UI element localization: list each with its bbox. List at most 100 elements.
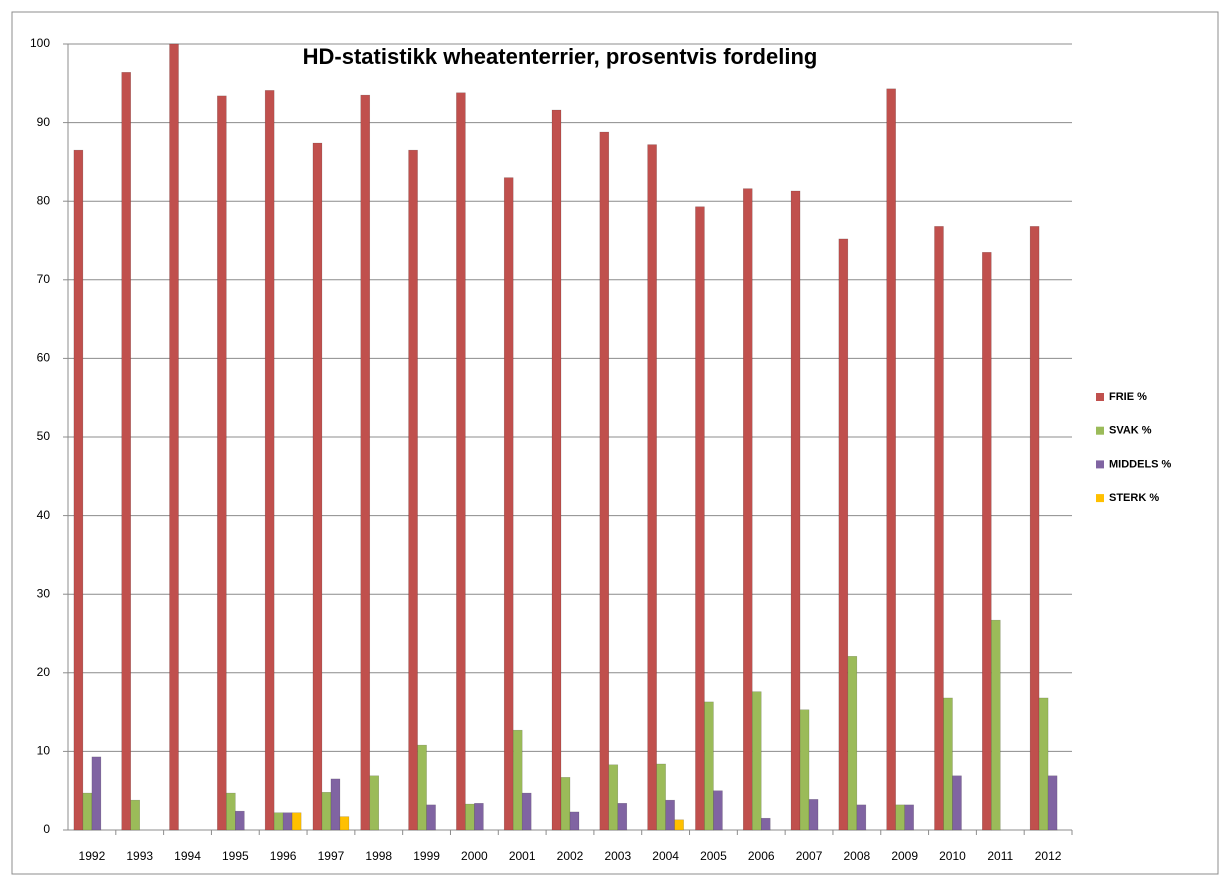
bar: [647, 144, 657, 831]
bar: [713, 790, 723, 831]
bar: [656, 763, 666, 831]
y-tick-label: 100: [30, 36, 50, 50]
bar: [360, 94, 371, 831]
bar: [799, 709, 810, 831]
bar: [426, 804, 436, 831]
y-tick-label: 60: [37, 351, 51, 365]
x-tick-label: 1993: [126, 849, 153, 863]
y-tick-label: 30: [37, 586, 51, 600]
bar: [551, 109, 562, 831]
bar: [456, 92, 466, 831]
bar: [512, 729, 523, 831]
bar: [760, 817, 771, 831]
bar: [521, 792, 532, 831]
bar: [1047, 775, 1058, 831]
x-tick-label: 1998: [365, 849, 392, 863]
y-tick-label: 10: [37, 744, 51, 758]
x-tick-label: 2000: [461, 849, 488, 863]
x-tick-label: 1994: [174, 849, 201, 863]
x-tick-label: 1999: [413, 849, 440, 863]
bar: [282, 812, 293, 831]
legend-swatch: [1096, 460, 1104, 469]
y-tick-label: 0: [43, 822, 50, 836]
x-tick-label: 2004: [652, 849, 679, 863]
x-tick-label: 2010: [939, 849, 966, 863]
x-tick-label: 2001: [509, 849, 536, 863]
x-tick-label: 1992: [79, 849, 106, 863]
bar: [695, 206, 705, 831]
y-tick-label: 90: [37, 115, 51, 129]
x-tick-label: 1995: [222, 849, 249, 863]
x-tick-label: 2007: [796, 849, 823, 863]
bar: [330, 778, 341, 831]
y-tick-label: 50: [37, 429, 51, 443]
bar: [751, 691, 762, 831]
y-tick-label: 80: [37, 193, 51, 207]
bar: [465, 803, 475, 831]
bar: [235, 810, 245, 831]
bar: [790, 190, 801, 831]
bar: [952, 775, 962, 831]
legend-swatch: [1096, 494, 1104, 503]
bar: [982, 252, 992, 831]
bar: [569, 811, 580, 831]
legend-label: FRIE %: [1109, 391, 1147, 403]
bar: [886, 88, 896, 831]
y-tick-label: 20: [37, 665, 51, 679]
bar: [934, 226, 944, 831]
bar: [704, 701, 714, 831]
bar: [1038, 697, 1049, 831]
x-tick-label: 2006: [748, 849, 775, 863]
bar: [321, 792, 332, 831]
x-tick-label: 2002: [557, 849, 584, 863]
bar: [369, 775, 380, 831]
bar: [264, 90, 275, 831]
legend-label: MIDDELS %: [1109, 458, 1172, 470]
x-tick-label: 2011: [987, 849, 1013, 863]
bar: [417, 744, 427, 831]
bar: [847, 656, 858, 831]
chart-frame: [11, 11, 1219, 875]
bar: [121, 72, 131, 831]
x-tick-label: 2012: [1035, 849, 1062, 863]
bar: [617, 803, 628, 831]
bar: [312, 142, 323, 831]
bar: [560, 777, 571, 831]
bar: [1029, 226, 1040, 831]
bar: [808, 799, 819, 831]
bar: [904, 804, 914, 831]
bar: [130, 799, 140, 831]
x-tick-label: 1997: [318, 849, 345, 863]
bar: [82, 792, 93, 831]
x-tick-label: 1996: [270, 849, 297, 863]
bar: [674, 819, 684, 831]
bar: [91, 756, 102, 831]
bar: [895, 804, 905, 831]
bar: [991, 619, 1001, 831]
bar: [339, 816, 350, 831]
bar: [943, 697, 953, 831]
x-tick-label: 2009: [891, 849, 918, 863]
legend-swatch: [1096, 393, 1104, 401]
bar: [608, 764, 619, 831]
x-tick-label: 2005: [700, 849, 727, 863]
bar: [599, 131, 610, 831]
bar: [291, 812, 302, 831]
bar: [503, 177, 514, 831]
legend-label: SVAK %: [1109, 425, 1152, 437]
y-tick-label: 40: [37, 508, 51, 522]
bar: [273, 812, 284, 831]
bar: [408, 149, 418, 831]
legend-swatch: [1096, 426, 1104, 435]
x-tick-label: 2008: [844, 849, 871, 863]
bar: [665, 799, 675, 831]
bar: [169, 43, 179, 831]
chart-title: HD-statistikk wheatenterrier, prosentvis…: [303, 44, 818, 69]
bar: [742, 188, 753, 831]
bar: [474, 803, 484, 831]
legend-label: STERK %: [1109, 492, 1159, 504]
bar: [73, 149, 84, 831]
y-tick-label: 70: [37, 272, 51, 286]
